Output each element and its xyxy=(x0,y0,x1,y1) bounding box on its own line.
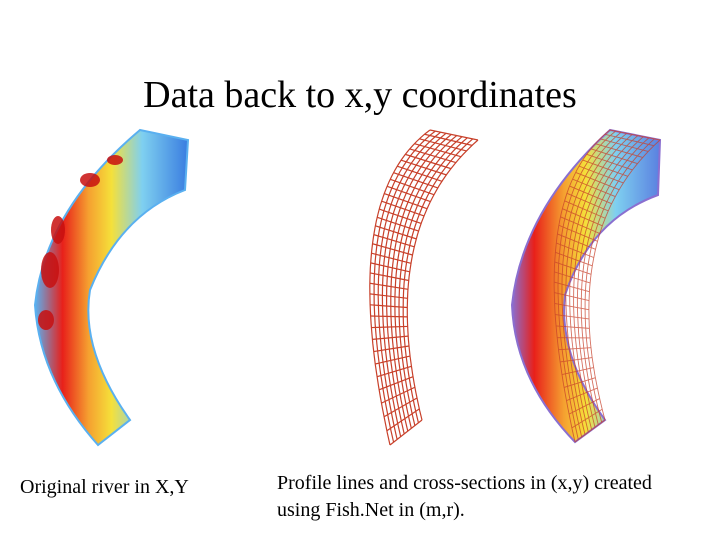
cross-section-line xyxy=(390,178,435,196)
cross-section-line xyxy=(560,216,600,234)
cross-section-line xyxy=(569,185,612,205)
cross-section-line xyxy=(557,233,596,250)
cross-section-line xyxy=(370,304,408,309)
profile-line xyxy=(569,134,633,433)
cross-section-line xyxy=(383,397,418,418)
overlay-grid-heatmap xyxy=(510,128,662,444)
cross-section-line xyxy=(378,376,414,391)
cross-section-line xyxy=(556,242,594,258)
cross-section-line xyxy=(379,208,422,225)
overlay-grid-lines xyxy=(553,129,661,443)
cross-section-line xyxy=(370,262,410,273)
cross-section-line xyxy=(386,185,431,203)
river-body xyxy=(33,128,190,447)
cross-section-line xyxy=(554,302,589,311)
cross-section-line xyxy=(370,315,408,318)
cross-section-line xyxy=(563,377,596,388)
cross-section-line xyxy=(599,138,649,152)
cross-section-line xyxy=(369,293,408,299)
profile-line xyxy=(390,135,458,432)
cross-section-line xyxy=(554,271,591,284)
cross-section-line xyxy=(555,314,590,320)
cross-section-line xyxy=(609,129,661,141)
profile-line xyxy=(398,137,468,426)
profile-line xyxy=(394,136,463,429)
cross-section-line xyxy=(377,216,419,232)
profile-line xyxy=(553,129,611,443)
cross-section-line xyxy=(590,148,638,165)
cross-section-line xyxy=(571,408,603,429)
profile-line xyxy=(369,129,431,446)
grid-lines xyxy=(369,129,479,446)
cross-section-line xyxy=(375,355,411,365)
cross-section-line xyxy=(369,282,409,290)
profile-line xyxy=(381,132,447,437)
profile-line xyxy=(402,138,474,423)
cross-section-line xyxy=(554,261,592,275)
cross-section-line xyxy=(393,172,439,189)
profile-line xyxy=(377,131,442,440)
cross-section-line xyxy=(419,138,467,152)
cross-section-line xyxy=(424,133,473,146)
cross-section-line xyxy=(561,367,594,375)
cross-section-line xyxy=(381,386,416,404)
cross-section-line xyxy=(373,234,415,248)
cross-section-line xyxy=(586,153,633,171)
profile-line xyxy=(557,130,616,440)
cross-section-line xyxy=(564,200,606,219)
cross-section-line xyxy=(405,153,452,170)
profile-line xyxy=(573,135,639,430)
deep-spots xyxy=(38,155,123,330)
profile-line xyxy=(406,139,479,421)
cross-section-line xyxy=(381,200,425,217)
cross-section-line xyxy=(400,159,447,176)
cross-section-line xyxy=(558,224,598,242)
cross-section-line xyxy=(568,398,600,415)
cross-section-line xyxy=(375,225,417,240)
cross-section-line xyxy=(376,365,412,378)
profile-line xyxy=(576,136,644,428)
profile-line xyxy=(584,138,655,423)
cross-section-line xyxy=(582,159,628,177)
cross-section-line xyxy=(371,252,412,264)
cross-section-line xyxy=(554,281,590,293)
profile-line xyxy=(588,139,661,421)
profile-line xyxy=(386,133,452,435)
cross-section-line xyxy=(566,387,598,402)
cross-section-line xyxy=(429,129,479,141)
cross-section-line xyxy=(372,335,409,340)
cross-section-line xyxy=(560,357,593,363)
cross-section-line xyxy=(370,272,409,282)
cross-section-line xyxy=(595,143,643,158)
cross-section-line xyxy=(562,208,603,227)
cross-section-line xyxy=(409,148,457,164)
cross-section-line xyxy=(384,193,428,210)
profile-line xyxy=(580,137,650,426)
cross-section-line xyxy=(555,251,593,267)
cross-section-line xyxy=(566,192,609,212)
cross-section-line xyxy=(575,172,620,191)
cross-section-line xyxy=(558,347,592,351)
cross-section-line xyxy=(389,419,423,446)
profile-line xyxy=(561,131,622,438)
cross-section-line xyxy=(578,165,624,184)
cross-section-line xyxy=(386,408,420,432)
caption-profile-lines: Profile lines and cross-sections in (x,y… xyxy=(277,472,652,521)
original-river-heatmap xyxy=(33,128,190,447)
cross-section-line xyxy=(373,345,410,353)
cross-section-line xyxy=(397,165,443,182)
cross-section-line xyxy=(604,133,655,147)
caption-original-river: Original river in X,Y xyxy=(20,476,189,498)
cross-section-line xyxy=(554,292,590,302)
cross-section-line xyxy=(574,419,606,443)
cross-section-line xyxy=(372,243,413,256)
page-title: Data back to x,y coordinates xyxy=(143,74,577,116)
cross-section-line xyxy=(572,178,616,198)
cross-section-line xyxy=(371,325,408,329)
cross-section-line xyxy=(556,325,590,329)
fishnet-grid xyxy=(369,129,479,446)
cross-section-line xyxy=(414,143,462,158)
profile-line xyxy=(373,130,436,443)
profile-line xyxy=(565,132,627,435)
